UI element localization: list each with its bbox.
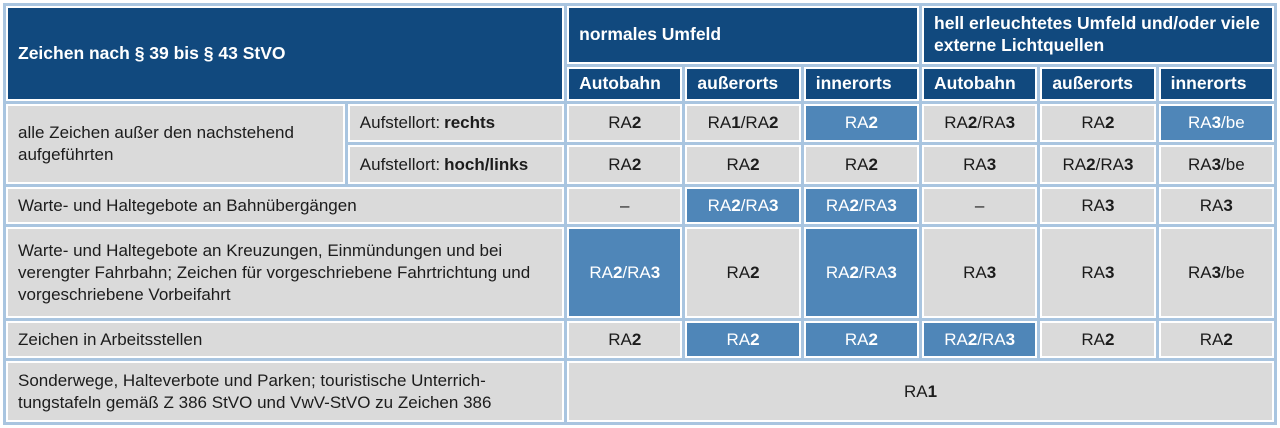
header-group-bright-umfeld: hell erleuchtetes Umfeld und/oder viele … — [922, 6, 1274, 64]
ra-cell-highlighted: RA2/RA3 — [922, 320, 1038, 359]
ra-cell: RA2 — [685, 145, 801, 184]
ra-cell: RA3 — [922, 227, 1038, 318]
ra-cell: RA2 — [1040, 320, 1156, 359]
header-group-normal-umfeld: normales Umfeld — [567, 6, 920, 64]
ra-cell-highlighted: RA2 — [803, 320, 920, 359]
ra-cell: RA2 — [567, 104, 683, 143]
ra-cell: RA3 — [1158, 186, 1274, 225]
ra-cell: RA2/RA3 — [922, 104, 1038, 143]
table-row: alle Zeichen außer den nachstehend aufge… — [6, 104, 1274, 184]
ra-cell: RA2 — [803, 145, 920, 184]
ra-cell-highlighted: RA2 — [685, 320, 801, 359]
ra-cell: RA2 — [567, 145, 683, 184]
table-row: Warte- und Haltegebote an Bahnübergängen… — [6, 186, 1274, 225]
aufstellort-hoch-links-cell: Aufstellort: hoch/links — [347, 145, 565, 184]
ra-cell-highlighted: RA3/be — [1158, 104, 1274, 143]
row-label-kreuzungen: Warte- und Haltegebote an Kreuzungen, Ei… — [6, 227, 565, 318]
row-label-line: tungstafeln gemäß Z 386 StVO und VwV-StV… — [18, 392, 492, 412]
header-innerorts-1: innerorts — [803, 67, 920, 101]
ra-cell-highlighted: RA2 — [803, 104, 920, 143]
header-innerorts-2: innerorts — [1158, 67, 1274, 101]
ra-reflectivity-table: Zeichen nach § 39 bis § 43 StVO normales… — [3, 3, 1277, 425]
header-ausserorts-2: außerorts — [1040, 67, 1156, 101]
header-sign-category: Zeichen nach § 39 bis § 43 StVO — [6, 6, 565, 101]
ra-cell: RA1/RA2 — [685, 104, 801, 143]
ra-cell: RA2 — [567, 320, 683, 359]
header-autobahn-1: Autobahn — [567, 67, 683, 101]
table-row: Sonderwege, Halteverbote und Parken; tou… — [6, 361, 1274, 422]
row-label-bahnuebergaenge: Warte- und Haltegebote an Bahnübergängen — [6, 186, 565, 225]
ra-cell: RA2 — [685, 227, 801, 318]
ra-cell-highlighted: RA2/RA3 — [685, 186, 801, 225]
ra-cell-highlighted: RA2/RA3 — [803, 186, 920, 225]
header-ausserorts-1: außerorts — [685, 67, 801, 101]
table-row: Aufstellort: hoch/links RA2 RA2 RA2 RA3 R… — [6, 145, 1274, 184]
ra-cell: RA2/RA3 — [1040, 145, 1156, 184]
table-row: Warte- und Haltegebote an Kreuzungen, Ei… — [6, 227, 1274, 318]
aufstellort-rechts-cell: Aufstellort: rechts — [347, 104, 565, 143]
table-row: Zeichen in Arbeitsstellen RA2 RA2 RA2 RA… — [6, 320, 1274, 359]
ra-cell: RA2 — [1040, 104, 1156, 143]
ra-cell-highlighted: RA2/RA3 — [803, 227, 920, 318]
row-label-line: Sonderwege, Halteverbote und Parken; tou… — [18, 370, 486, 390]
ra-cell: – — [922, 186, 1038, 225]
row-label-arbeitsstellen: Zeichen in Arbeitsstellen — [6, 320, 565, 359]
ra-cell: RA3/be — [1158, 227, 1274, 318]
ra-cell: RA3 — [922, 145, 1038, 184]
ra-cell-highlighted: RA2/RA3 — [567, 227, 683, 318]
ra-cell: RA3 — [1040, 186, 1156, 225]
ra-cell: RA2 — [1158, 320, 1274, 359]
row-label-all-signs: alle Zeichen außer den nachstehend aufge… — [6, 104, 345, 184]
ra-cell: RA3/be — [1158, 145, 1274, 184]
header-autobahn-2: Autobahn — [922, 67, 1038, 101]
ra-cell: – — [567, 186, 683, 225]
aufstellort-prefix: Aufstellort: — [359, 113, 441, 133]
ra-cell-spanning: RA1 — [567, 361, 1274, 422]
aufstellort-value: hoch/links — [444, 154, 529, 174]
aufstellort-prefix: Aufstellort: — [359, 154, 441, 174]
row-label-sonderwege: Sonderwege, Halteverbote und Parken; tou… — [6, 361, 565, 422]
ra-cell: RA3 — [1040, 227, 1156, 318]
aufstellort-value: rechts — [444, 113, 496, 133]
